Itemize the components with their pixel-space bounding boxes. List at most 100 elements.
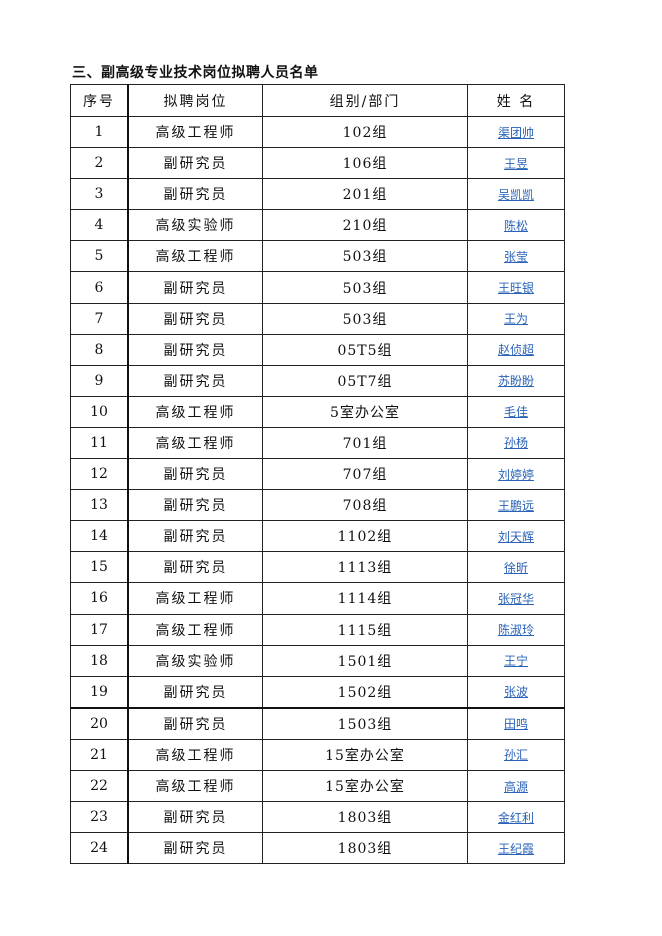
cell-position: 副研究员: [127, 551, 263, 584]
cell-index: 22: [70, 769, 129, 803]
cell-name: 徐昕: [467, 551, 565, 584]
table-row: 22 高级工程师 15室办公室 高源: [70, 769, 565, 803]
person-name-link[interactable]: 徐昕: [503, 560, 528, 575]
table-row: 11 高级工程师 701组 孙杨: [70, 426, 565, 460]
cell-department: 701组: [262, 426, 468, 460]
person-name-link[interactable]: 王宁: [503, 654, 528, 669]
table-row: 1 高级工程师 102组 渠团帅: [70, 115, 565, 149]
cell-name: 刘天辉: [467, 520, 565, 553]
person-name-link[interactable]: 张莹: [503, 249, 528, 264]
person-name-link[interactable]: 毛佳: [503, 405, 528, 420]
person-name-link[interactable]: 吴凯凯: [497, 187, 534, 202]
cell-index: 15: [70, 551, 129, 584]
person-name-link[interactable]: 渠团帅: [497, 125, 534, 140]
cell-index: 6: [70, 271, 129, 304]
cell-index: 3: [70, 178, 129, 211]
cell-index: 24: [70, 832, 129, 865]
person-name-link[interactable]: 刘天辉: [497, 529, 534, 544]
cell-index: 5: [70, 240, 129, 273]
appointment-table: 序号 拟聘岗位 组别/部门 姓 名 1 高级工程师 102组 渠团帅 2 副研究员 106组…: [70, 84, 565, 865]
person-name-link[interactable]: 赵侦超: [497, 343, 534, 358]
cell-name: 王鹏远: [467, 489, 565, 522]
table-row: 9 副研究员 05T7组 苏盼盼: [70, 364, 565, 397]
cell-position: 副研究员: [127, 832, 263, 865]
table-row: 23 副研究员 1803组 金红利: [70, 801, 565, 834]
table-row: 20 副研究员 1503组 田鸣: [70, 707, 565, 740]
cell-name: 赵侦超: [467, 333, 565, 366]
cell-position: 高级工程师: [127, 395, 263, 428]
person-name-link[interactable]: 陈松: [503, 218, 528, 233]
cell-name: 金红利: [467, 801, 565, 834]
cell-department: 1115组: [262, 613, 468, 646]
cell-index: 23: [70, 801, 129, 834]
cell-name: 王旺银: [467, 271, 565, 304]
table-row: 16 高级工程师 1114组 张冠华: [70, 582, 565, 615]
person-name-link[interactable]: 王昱: [503, 156, 528, 171]
cell-index: 9: [70, 364, 129, 397]
cell-position: 高级工程师: [127, 613, 263, 646]
header-department: 组别/部门: [262, 84, 468, 117]
person-name-link[interactable]: 田鸣: [503, 717, 528, 732]
person-name-link[interactable]: 陈淑玲: [497, 623, 534, 638]
cell-name: 王为: [467, 302, 565, 335]
cell-department: 210组: [262, 209, 468, 242]
person-name-link[interactable]: 孙汇: [503, 748, 528, 763]
header-name: 姓 名: [467, 84, 565, 117]
person-name-link[interactable]: 王鹏远: [497, 498, 534, 513]
cell-department: 503组: [262, 302, 468, 335]
cell-name: 陈淑玲: [467, 613, 565, 646]
cell-department: 201组: [262, 178, 468, 211]
cell-position: 高级实验师: [127, 644, 263, 677]
table-row: 4 高级实验师 210组 陈松: [70, 209, 565, 242]
table-header-row: 序号 拟聘岗位 组别/部门 姓 名: [70, 84, 565, 117]
person-name-link[interactable]: 高源: [503, 779, 528, 794]
table-row: 12 副研究员 707组 刘婷婷: [70, 458, 565, 491]
person-name-link[interactable]: 王为: [503, 312, 528, 327]
cell-position: 副研究员: [127, 489, 263, 522]
cell-position: 高级工程师: [127, 769, 263, 803]
cell-name: 王纪霞: [467, 832, 565, 865]
table-row: 10 高级工程师 5室办公室 毛佳: [70, 395, 565, 428]
cell-department: 1501组: [262, 644, 468, 677]
person-name-link[interactable]: 张冠华: [497, 591, 534, 606]
table-row: 17 高级工程师 1115组 陈淑玲: [70, 613, 565, 646]
cell-index: 8: [70, 333, 129, 366]
table-row: 13 副研究员 708组 王鹏远: [70, 489, 565, 522]
cell-department: 106组: [262, 147, 468, 180]
person-name-link[interactable]: 王纪霞: [497, 841, 534, 856]
cell-department: 05T5组: [262, 333, 468, 366]
cell-position: 高级工程师: [127, 582, 263, 615]
cell-department: 1803组: [262, 801, 468, 834]
cell-department: 1803组: [262, 832, 468, 865]
cell-name: 王昱: [467, 147, 565, 180]
cell-position: 高级工程师: [127, 738, 263, 771]
cell-department: 05T7组: [262, 364, 468, 397]
cell-name: 孙杨: [467, 426, 565, 460]
cell-department: 1503组: [262, 707, 468, 740]
cell-name: 张莹: [467, 240, 565, 273]
cell-index: 18: [70, 644, 129, 677]
person-name-link[interactable]: 王旺银: [497, 281, 534, 296]
cell-position: 副研究员: [127, 364, 263, 397]
table-row: 24 副研究员 1803组 王纪霞: [70, 832, 565, 865]
cell-position: 副研究员: [127, 302, 263, 335]
table-row: 7 副研究员 503组 王为: [70, 302, 565, 335]
table-row: 14 副研究员 1102组 刘天辉: [70, 520, 565, 553]
cell-position: 高级工程师: [127, 426, 263, 460]
cell-position: 副研究员: [127, 333, 263, 366]
person-name-link[interactable]: 刘婷婷: [497, 467, 534, 482]
cell-name: 苏盼盼: [467, 364, 565, 397]
cell-position: 高级工程师: [127, 240, 263, 273]
cell-index: 13: [70, 489, 129, 522]
person-name-link[interactable]: 张波: [503, 685, 528, 700]
cell-name: 田鸣: [467, 707, 565, 740]
person-name-link[interactable]: 苏盼盼: [497, 374, 534, 389]
cell-department: 503组: [262, 240, 468, 273]
person-name-link[interactable]: 金红利: [497, 810, 534, 825]
cell-index: 19: [70, 675, 129, 709]
person-name-link[interactable]: 孙杨: [503, 436, 528, 451]
table-row: 5 高级工程师 503组 张莹: [70, 240, 565, 273]
cell-index: 14: [70, 520, 129, 553]
cell-name: 高源: [467, 769, 565, 803]
cell-name: 张波: [467, 675, 565, 709]
